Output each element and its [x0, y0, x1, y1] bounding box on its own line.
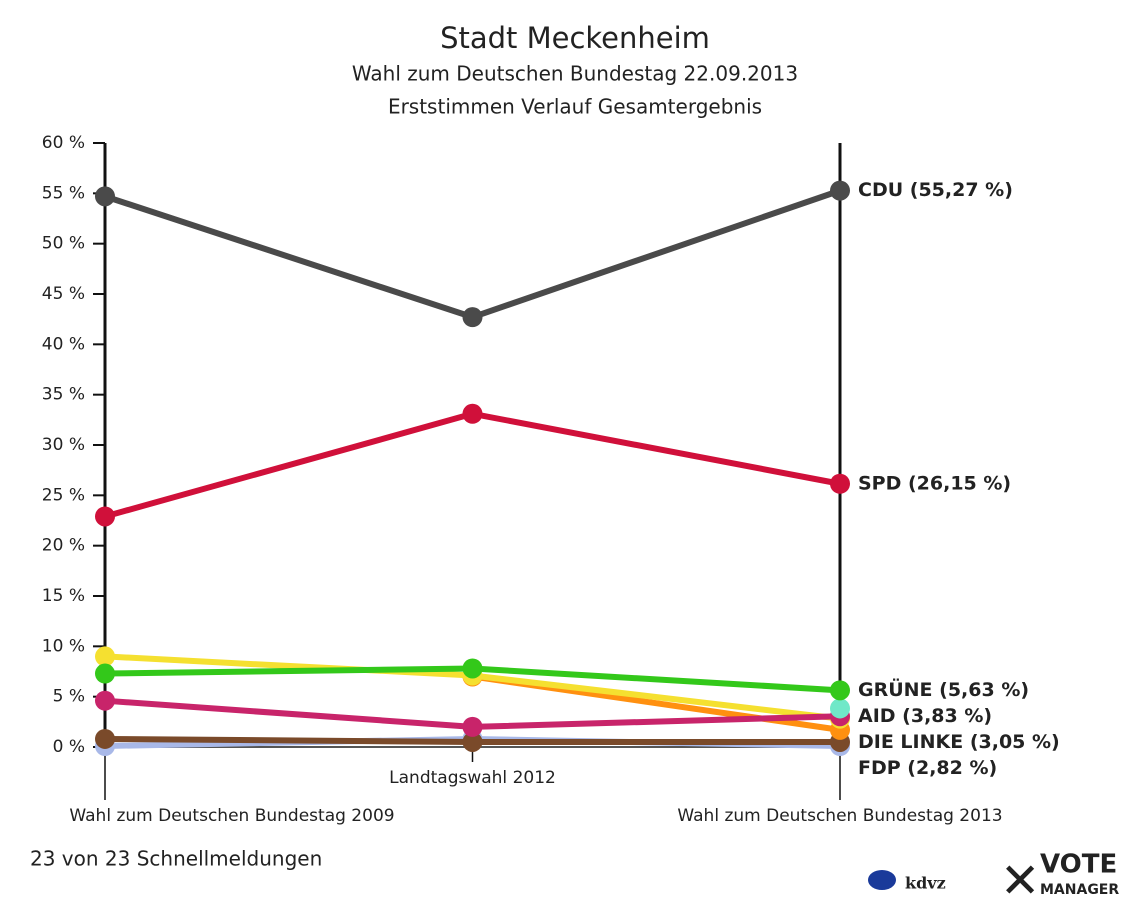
y-tick-label: 5 % — [53, 687, 85, 707]
logo-x: ✕ — [1000, 853, 1040, 907]
y-tick-label: 30 % — [42, 435, 85, 455]
data-point — [830, 698, 850, 719]
y-tick-label: 50 % — [42, 234, 85, 254]
y-tick-label: 40 % — [42, 334, 85, 354]
data-point — [95, 186, 115, 207]
value-label: CDU (55,27 %) — [858, 179, 1013, 201]
data-point — [462, 658, 483, 679]
y-tick-label: 45 % — [42, 284, 85, 304]
data-point — [830, 473, 850, 494]
value-label: AID (3,83 %) — [858, 705, 992, 727]
data-point — [95, 663, 115, 684]
logo-text: kdvz — [905, 874, 946, 893]
chart-title: Stadt Meckenheim — [440, 21, 710, 55]
value-label: SPD (26,15 %) — [858, 472, 1011, 494]
data-point — [95, 506, 115, 527]
y-tick-label: 60 % — [42, 133, 85, 153]
y-tick-label: 10 % — [42, 636, 85, 656]
logo-dot — [868, 870, 896, 890]
data-point — [462, 731, 483, 752]
logo: kdvz ✕ VOTE MANAGER — [868, 850, 1119, 907]
x-tick-label: Wahl zum Deutschen Bundestag 2009 — [69, 806, 394, 826]
x-tick-label: Landtagswahl 2012 — [389, 768, 556, 788]
chart-subtitle: Wahl zum Deutschen Bundestag 22.09.2013 — [352, 62, 798, 86]
value-label: FDP (2,82 %) — [858, 757, 997, 779]
data-point — [830, 180, 850, 201]
data-point — [462, 403, 483, 424]
footer: 23 von 23 Schnellmeldungen — [30, 847, 322, 871]
x-tick-label: Wahl zum Deutschen Bundestag 2013 — [677, 806, 1002, 826]
y-tick-label: 15 % — [42, 586, 85, 606]
data-point — [95, 728, 115, 749]
data-point — [95, 646, 115, 667]
y-tick-label: 20 % — [42, 536, 85, 556]
value-label: DIE LINKE (3,05 %) — [858, 731, 1060, 753]
y-tick-label: 35 % — [42, 385, 85, 405]
data-point — [830, 680, 850, 701]
data-point — [462, 307, 483, 328]
value-label: GRÜNE (5,63 %) — [858, 677, 1029, 701]
y-tick-label: 25 % — [42, 485, 85, 505]
data-point — [462, 716, 483, 737]
data-point — [95, 690, 115, 711]
y-tick-label: 0 % — [53, 737, 85, 757]
logo-text: VOTE — [1040, 850, 1117, 880]
y-tick-label: 55 % — [42, 183, 85, 203]
logo-text: MANAGER — [1040, 882, 1119, 898]
chart-subtitle: Erststimmen Verlauf Gesamtergebnis — [388, 95, 762, 119]
